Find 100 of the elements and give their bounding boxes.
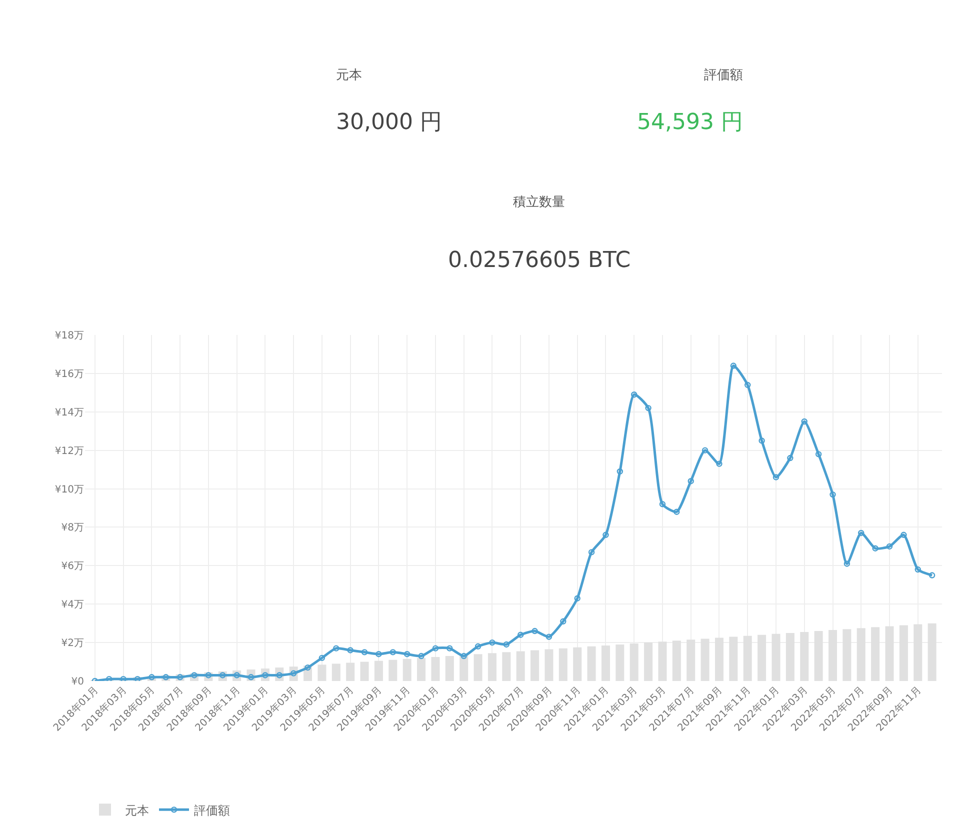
text: 0.02576605 BTC [448, 248, 631, 273]
bar [530, 650, 540, 681]
bar [928, 623, 936, 681]
point [517, 632, 524, 638]
bar [516, 651, 525, 681]
point [560, 618, 566, 625]
bar [544, 649, 554, 681]
text: 積立数量 [513, 194, 565, 210]
text: 評価額 [704, 68, 743, 83]
legend-label: 評価額 [194, 803, 230, 818]
bar [814, 631, 823, 681]
point [318, 654, 326, 662]
point [432, 645, 439, 652]
point [532, 628, 538, 634]
point [588, 549, 595, 556]
bar [828, 630, 837, 681]
point [304, 664, 311, 671]
bar [431, 656, 440, 681]
point [716, 460, 722, 467]
bar [346, 662, 355, 681]
point [376, 650, 382, 658]
point [474, 643, 482, 650]
bar [899, 625, 908, 681]
point [120, 676, 126, 681]
point [801, 418, 808, 425]
bar [686, 640, 696, 681]
point [787, 454, 794, 462]
y-tick-label: ¥16万 [54, 368, 84, 380]
bar [856, 628, 866, 681]
bar [417, 658, 426, 681]
bar [714, 638, 724, 681]
y-tick-label: ¥10万 [54, 484, 84, 496]
y-tick-label: ¥0 [71, 676, 84, 688]
y-tick-label: ¥18万 [54, 330, 84, 342]
point [886, 543, 893, 550]
point [333, 645, 340, 652]
bar [786, 632, 794, 681]
bar [460, 655, 468, 681]
bar [644, 642, 653, 681]
y-tick-label: ¥6万 [61, 561, 84, 572]
point [830, 491, 836, 498]
bar [743, 636, 752, 681]
point [205, 672, 212, 678]
point [744, 382, 751, 388]
point [503, 641, 510, 648]
bar [885, 626, 894, 681]
point [390, 649, 396, 656]
bar [616, 644, 624, 681]
bar [800, 632, 809, 681]
point [616, 468, 624, 475]
point [361, 649, 368, 656]
bar [672, 640, 681, 681]
bar [502, 652, 511, 681]
bar [402, 658, 412, 681]
text: 54,593 円 [637, 110, 743, 135]
point [546, 634, 552, 640]
point [106, 676, 112, 681]
y-tick-label: ¥8万 [61, 522, 84, 534]
y-tick-label: ¥2万 [61, 638, 84, 650]
bar [332, 664, 340, 681]
bar [488, 653, 496, 681]
point [688, 478, 694, 484]
bar [729, 636, 738, 681]
point [645, 404, 652, 412]
point [702, 447, 708, 454]
bar [914, 624, 922, 681]
bar [445, 656, 454, 681]
point [446, 645, 453, 652]
bar [474, 654, 482, 681]
bar [388, 660, 398, 681]
bar [658, 642, 667, 681]
point [418, 652, 424, 660]
point [758, 438, 765, 444]
point [858, 530, 864, 536]
bar [573, 647, 582, 681]
bar [630, 644, 638, 681]
bar [374, 660, 383, 681]
point [928, 572, 936, 578]
bar [318, 664, 326, 681]
point [844, 560, 850, 567]
bar [871, 627, 880, 681]
point [574, 595, 580, 602]
point [659, 501, 666, 508]
point [191, 672, 198, 678]
bar [601, 645, 610, 681]
y-tick-label: ¥4万 [61, 600, 84, 611]
bar [360, 662, 369, 681]
point [815, 451, 822, 458]
point [347, 647, 354, 654]
text: 元本 [336, 68, 362, 83]
point [460, 652, 467, 660]
bar [587, 646, 596, 681]
point [900, 532, 907, 538]
point [404, 650, 410, 658]
point [489, 639, 496, 646]
point [602, 532, 609, 538]
y-tick-label: ¥14万 [54, 407, 84, 418]
bar [758, 634, 766, 681]
point [772, 474, 780, 480]
point [914, 566, 921, 573]
